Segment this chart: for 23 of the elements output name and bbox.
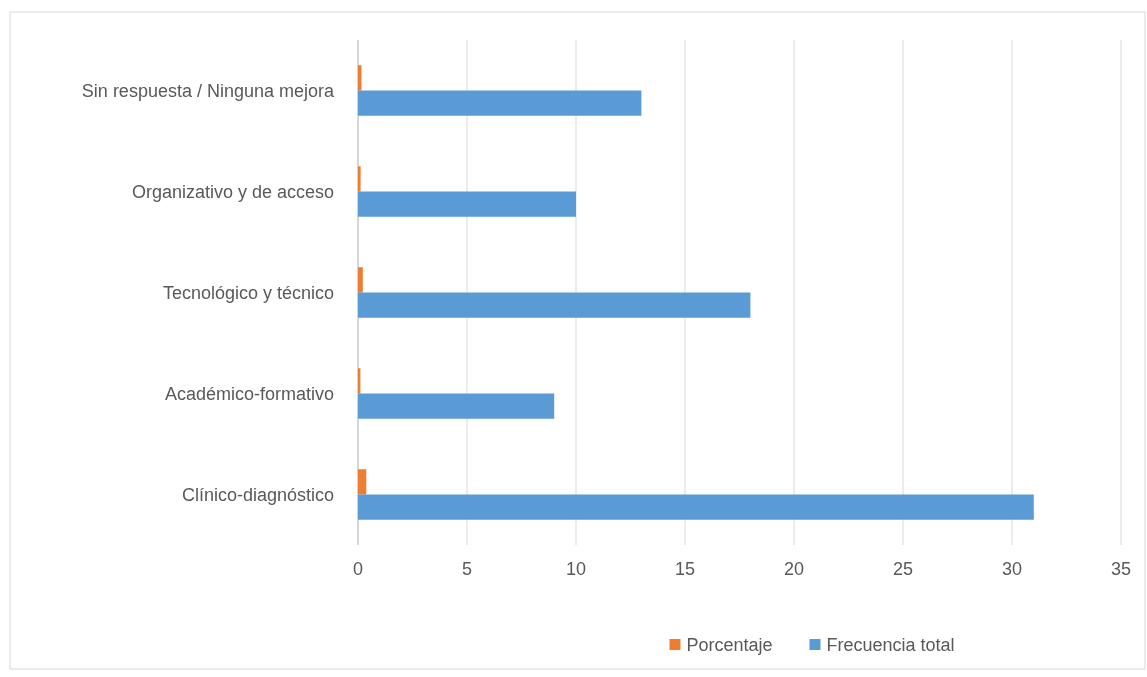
bar [358,292,751,318]
bar [358,267,363,293]
y-tick-label: Organizativo y de acceso [131,181,334,202]
x-tick-label: 35 [1110,559,1132,579]
x-tick-label: 20 [783,559,805,579]
y-tick-label: Tecnológico y técnico [162,282,334,303]
x-tick-label: 10 [565,559,587,579]
bar [358,469,367,495]
bar [358,166,361,192]
bar [358,393,555,419]
x-tick-label: 5 [461,559,473,579]
legend-label: Frecuencia total [826,635,955,656]
legend-label: Porcentaje [686,635,773,656]
y-tick-label: Sin respuesta / Ninguna mejora [81,80,335,101]
bar [358,494,1034,520]
x-tick-label: 30 [1001,559,1023,579]
x-tick-label: 0 [352,559,364,579]
x-tick-label: 25 [892,559,914,579]
x-tick-label: 15 [674,559,696,579]
bar [358,90,642,116]
bar [358,191,576,217]
y-tick-label: Académico-formativo [164,383,334,404]
y-tick-label: Clínico-diagnóstico [181,484,334,505]
